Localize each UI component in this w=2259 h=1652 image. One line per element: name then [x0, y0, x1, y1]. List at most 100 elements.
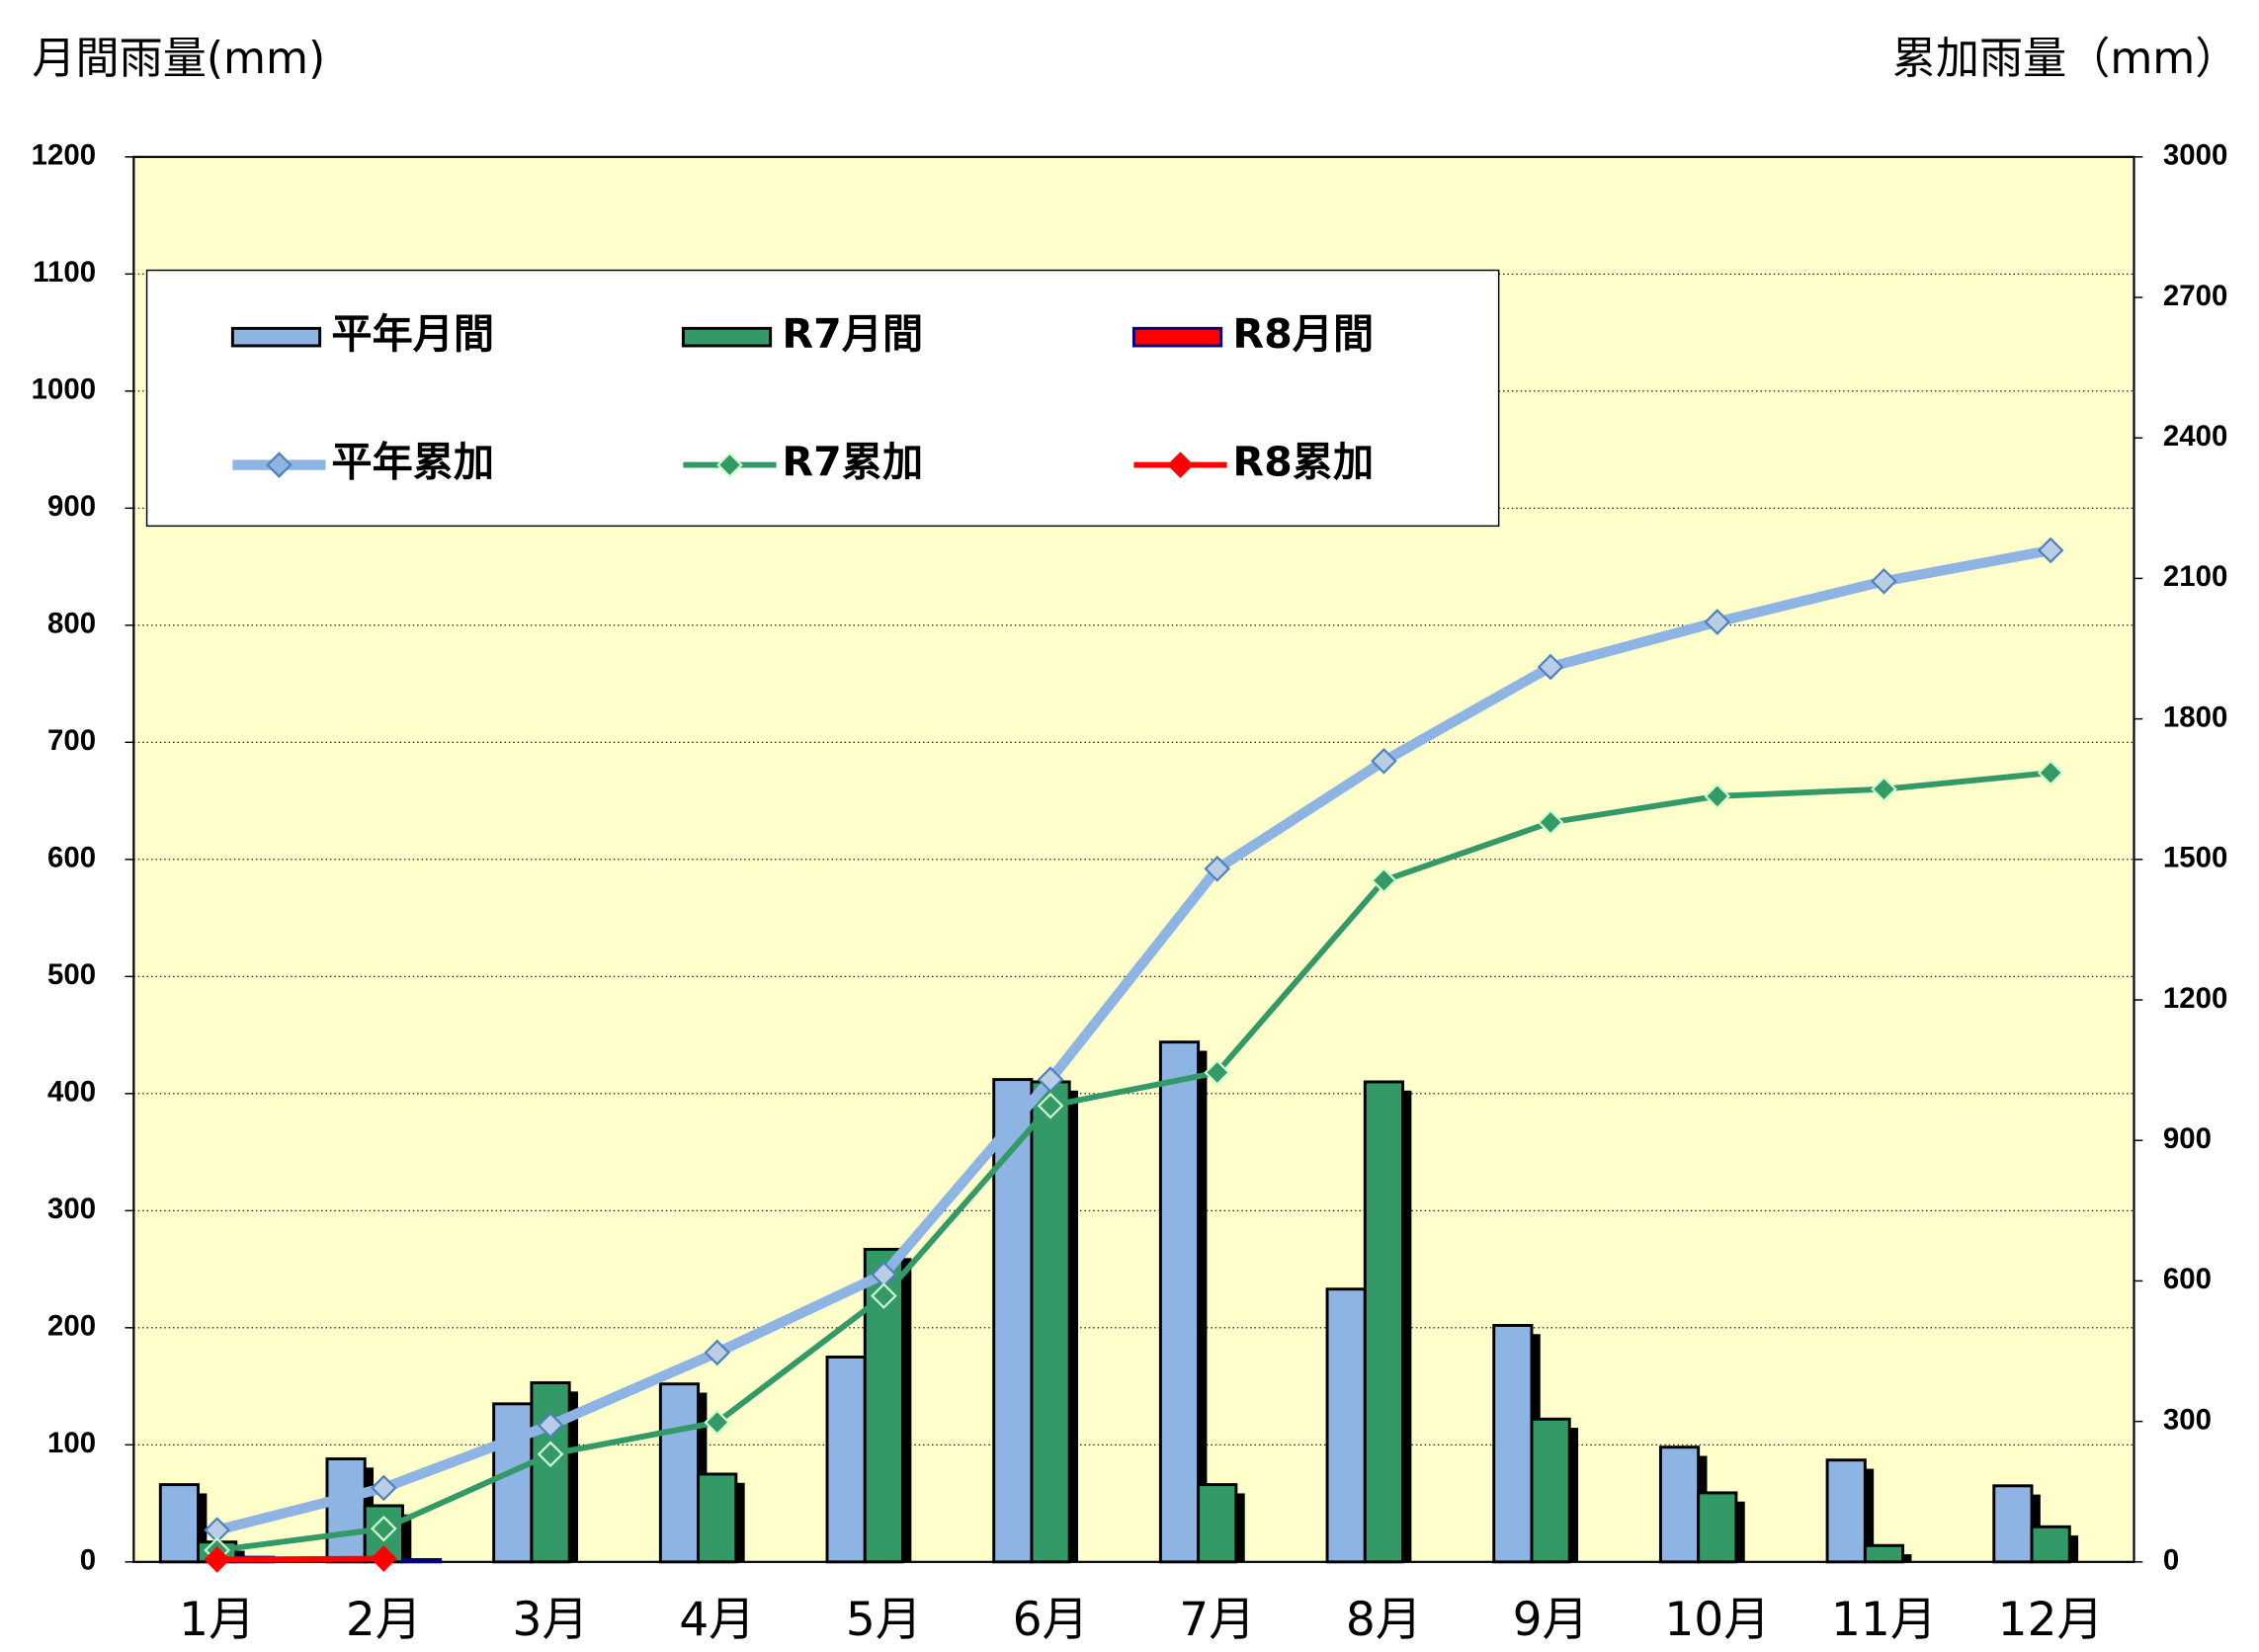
y-tick-label: 1200 [32, 139, 96, 172]
legend-swatch [681, 326, 773, 348]
marker [537, 1412, 564, 1439]
y-tick-label: 900 [47, 490, 96, 523]
x-tick-label: 4月 [679, 1593, 755, 1647]
legend-marker [1167, 452, 1194, 478]
y-tick-label: 0 [80, 1544, 96, 1577]
bar [401, 1557, 443, 1564]
line [216, 1555, 384, 1563]
marker [2037, 537, 2064, 564]
x-tick-label: 6月 [1013, 1593, 1089, 1647]
y-tick-label: 200 [47, 1310, 96, 1343]
y2-tick-label: 600 [2163, 1263, 2212, 1295]
y-tick-label: 100 [47, 1427, 96, 1459]
y-axis-title: 月間雨量(mm) [32, 34, 325, 84]
bar [1863, 1543, 1905, 1564]
marker [371, 1545, 397, 1572]
marker [1537, 809, 1564, 836]
bar [658, 1382, 701, 1564]
bar [825, 1355, 867, 1564]
marker [1871, 567, 1897, 595]
bar [158, 1483, 201, 1564]
y2-tick-label: 300 [2163, 1403, 2212, 1436]
legend-label: R8累加 [1232, 439, 1374, 486]
marker [1037, 1066, 1064, 1093]
y-tick-label: 700 [47, 724, 96, 757]
bar [697, 1472, 738, 1564]
x-tick-label: 12月 [1998, 1593, 2104, 1647]
y2-tick-label: 900 [2163, 1122, 2212, 1155]
marker [1204, 855, 1231, 882]
y2-tick-label: 0 [2163, 1544, 2179, 1577]
x-tick-label: 2月 [346, 1593, 422, 1647]
x-tick-label: 3月 [513, 1593, 589, 1647]
bar [325, 1457, 367, 1564]
bar [530, 1381, 571, 1564]
marker [1704, 609, 1731, 635]
x-tick-label: 5月 [846, 1593, 922, 1647]
marker [1871, 776, 1897, 803]
y2-tick-label: 1200 [2163, 982, 2227, 1015]
legend-label: R7累加 [782, 439, 923, 486]
y-tick-label: 1100 [33, 256, 96, 289]
bar [1697, 1491, 1738, 1564]
bar [1825, 1458, 1867, 1564]
x-tick-label: 1月 [179, 1593, 255, 1647]
bar [1030, 1080, 1071, 1564]
line [215, 544, 2052, 1535]
marker [1037, 1092, 1064, 1119]
legend-marker [266, 452, 293, 478]
marker [704, 1409, 731, 1436]
marker [537, 1441, 564, 1468]
legend-label: 平年月間 [331, 310, 494, 358]
x-tick-label: 10月 [1664, 1593, 1770, 1647]
marker [1371, 747, 1397, 775]
bar [1992, 1484, 2034, 1564]
bar [1363, 1080, 1405, 1564]
bar [1530, 1417, 1571, 1564]
marker [204, 1546, 231, 1573]
y2-axis-title: 累加雨量（mm） [1892, 34, 2239, 84]
line [216, 770, 2051, 1553]
y2-tick-label: 3000 [2163, 139, 2227, 172]
marker [871, 1282, 897, 1309]
marker [704, 1339, 731, 1366]
marker [1704, 783, 1731, 810]
legend-swatch [230, 326, 322, 348]
bar [1197, 1483, 1238, 1564]
legend-label: R7月間 [782, 310, 923, 358]
y2-tick-label: 2400 [2163, 420, 2227, 453]
marker [1204, 1059, 1231, 1086]
y2-tick-label: 2700 [2163, 280, 2227, 312]
x-tick-label: 7月 [1179, 1593, 1255, 1647]
x-tick-label: 8月 [1346, 1593, 1422, 1647]
legend-swatch [1131, 326, 1223, 348]
y-tick-label: 300 [47, 1193, 96, 1225]
marker [371, 1515, 397, 1542]
y2-tick-label: 2100 [2163, 560, 2227, 593]
y2-tick-label: 1500 [2163, 842, 2227, 874]
legend-label: R8月間 [1232, 310, 1374, 358]
bar [1325, 1287, 1367, 1564]
bar [492, 1402, 534, 1564]
y-tick-label: 500 [47, 958, 96, 991]
marker [1537, 653, 1564, 681]
legend-label: 平年累加 [331, 439, 494, 486]
y-tick-label: 800 [47, 608, 96, 640]
marker [1371, 867, 1397, 894]
marker [371, 1474, 397, 1502]
legend-box [145, 269, 1500, 528]
x-tick-label: 11月 [1831, 1593, 1937, 1647]
legend-marker [716, 452, 743, 478]
bar [1158, 1040, 1201, 1564]
y-tick-label: 1000 [32, 373, 96, 406]
y-tick-label: 600 [47, 842, 96, 874]
x-tick-label: 9月 [1513, 1593, 1589, 1647]
bar [1492, 1323, 1534, 1564]
bar [1658, 1446, 1701, 1564]
y-tick-label: 400 [47, 1076, 96, 1109]
bar [2030, 1525, 2071, 1564]
y2-tick-label: 1800 [2163, 701, 2227, 733]
marker [2037, 759, 2064, 786]
